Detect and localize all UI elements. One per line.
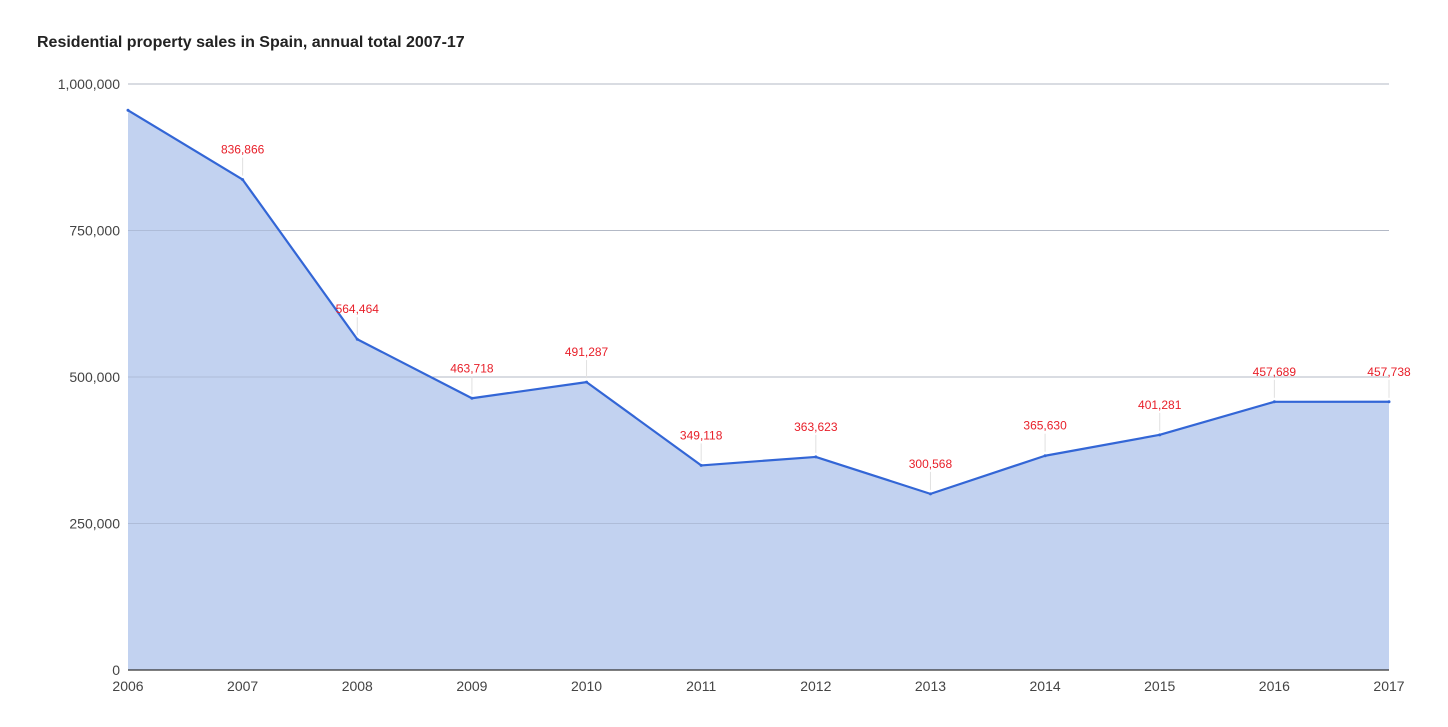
x-tick-label: 2012: [800, 678, 831, 694]
data-label: 349,118: [680, 428, 723, 442]
data-label: 463,718: [450, 361, 494, 375]
data-point: [928, 492, 932, 496]
data-label: 363,623: [794, 420, 838, 434]
x-tick-label: 2008: [342, 678, 373, 694]
y-tick-label: 750,000: [69, 223, 120, 239]
data-point: [1043, 454, 1047, 458]
y-tick-label: 500,000: [69, 369, 120, 385]
data-label: 457,738: [1367, 365, 1411, 379]
y-tick-label: 250,000: [69, 516, 120, 532]
data-label: 401,281: [1138, 398, 1182, 412]
data-point: [814, 455, 818, 459]
x-tick-label: 2013: [915, 678, 946, 694]
data-label: 564,464: [336, 302, 380, 316]
series-line: [127, 109, 1390, 495]
y-tick-label: 0: [112, 662, 120, 678]
x-tick-label: 2009: [456, 678, 487, 694]
series-area: [128, 110, 1389, 671]
data-point: [699, 463, 703, 467]
data-point: [1158, 433, 1162, 437]
data-label: 836,866: [221, 143, 265, 157]
data-point: [585, 380, 589, 384]
data-point: [355, 337, 359, 341]
data-label: 491,287: [565, 345, 609, 359]
data-label: 365,630: [1023, 419, 1067, 433]
chart-title: Residential property sales in Spain, ann…: [37, 34, 465, 51]
data-point: [1387, 400, 1391, 404]
data-point: [1272, 400, 1276, 404]
x-tick-label: 2007: [227, 678, 258, 694]
data-point: [126, 108, 130, 112]
data-label: 300,568: [909, 457, 953, 471]
x-tick-label: 2006: [112, 678, 143, 694]
x-tick-label: 2014: [1030, 678, 1061, 694]
x-tick-label: 2011: [686, 678, 716, 694]
x-tick-label: 2016: [1259, 678, 1290, 694]
x-tick-label: 2015: [1144, 678, 1175, 694]
data-point: [241, 178, 245, 182]
x-tick-label: 2010: [571, 678, 602, 694]
x-tick-label: 2017: [1373, 678, 1404, 694]
data-label: 457,689: [1253, 365, 1297, 379]
data-point: [470, 396, 474, 400]
y-tick-label: 1,000,000: [58, 76, 120, 92]
